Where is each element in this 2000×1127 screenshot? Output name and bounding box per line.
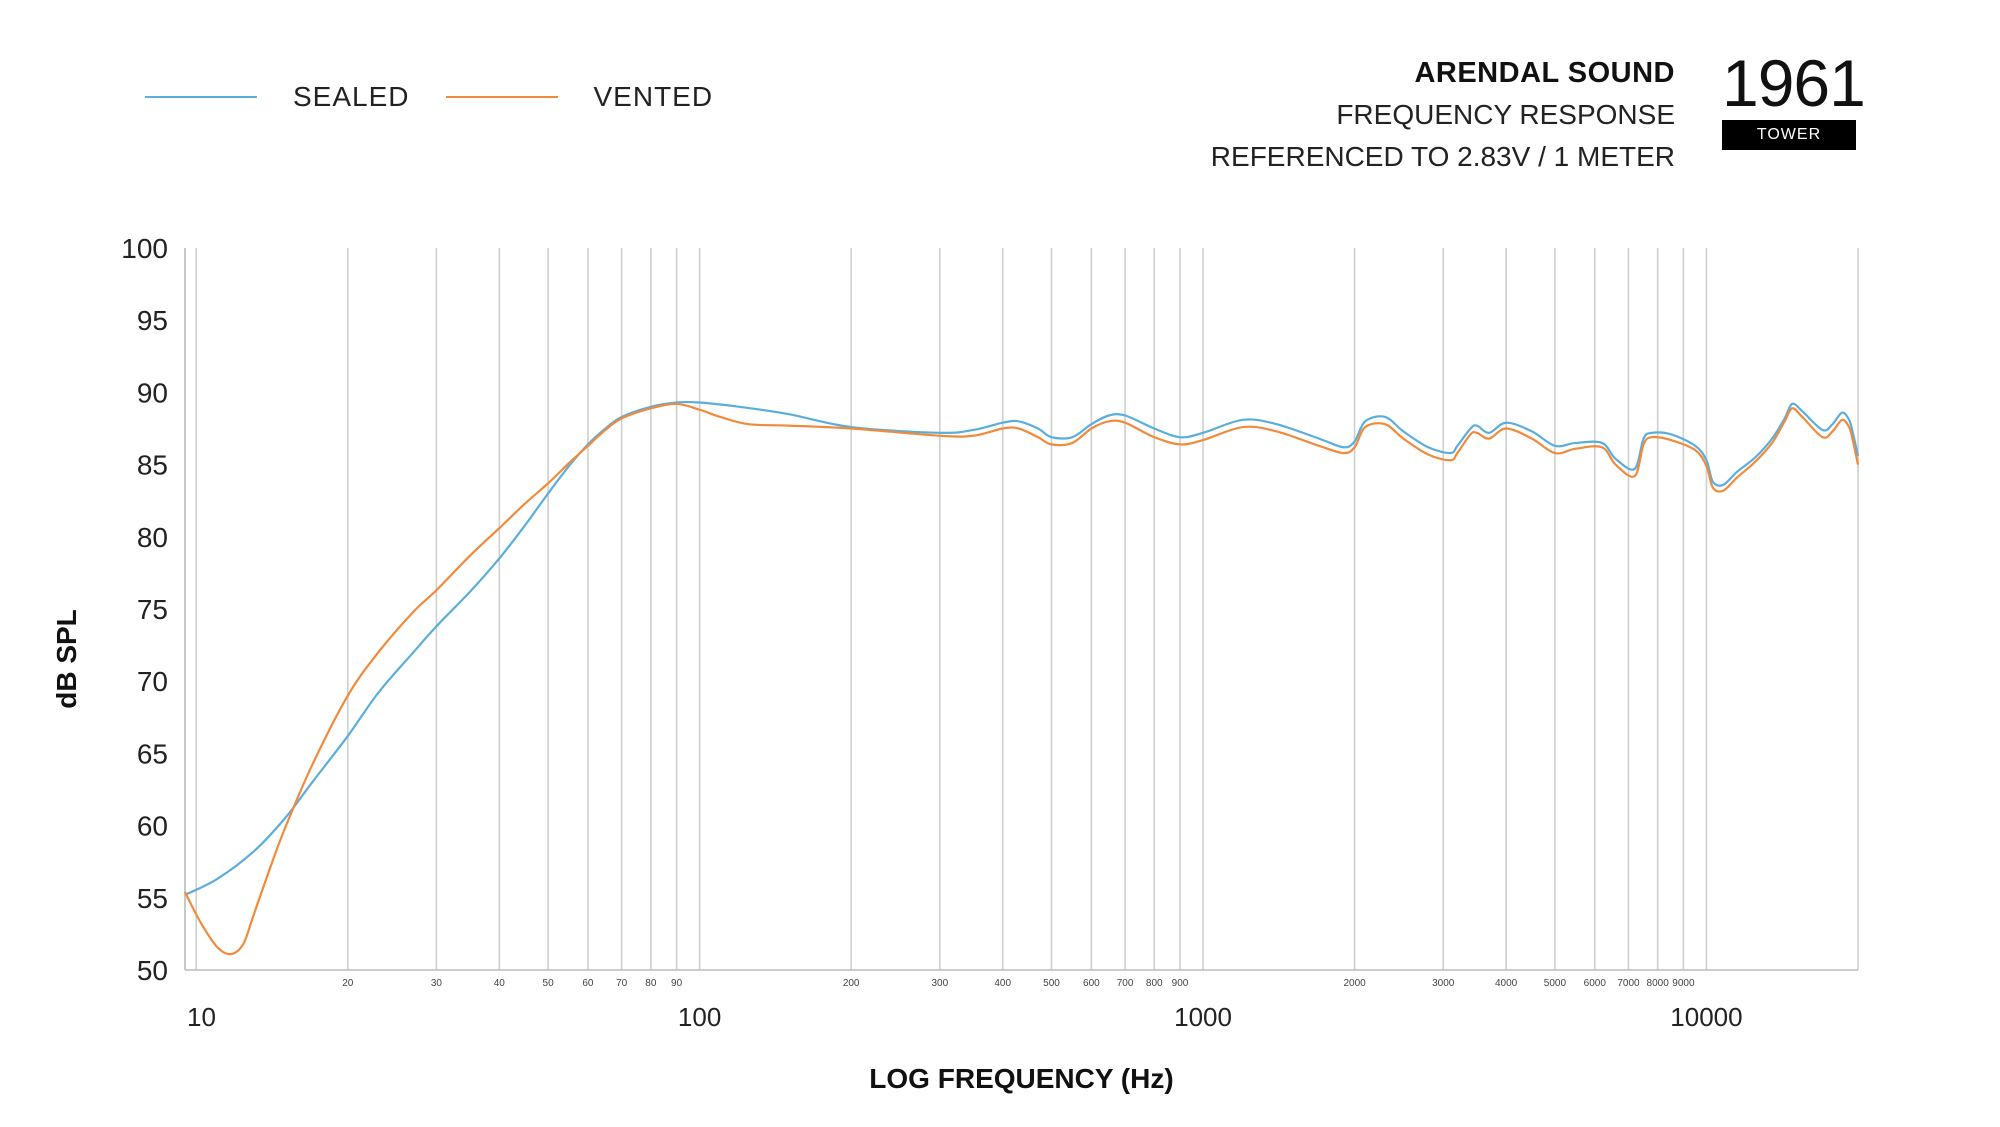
x-minor-tick-label-80: 80 xyxy=(645,978,657,989)
legend-label-vented: VENTED xyxy=(593,81,714,112)
legend-item-vented: VENTED xyxy=(445,81,714,113)
x-minor-tick-label-600: 600 xyxy=(1083,978,1100,989)
logo-tag: TOWER xyxy=(1722,120,1856,150)
brand-title: ARENDAL SOUND xyxy=(1414,57,1675,89)
x-minor-tick-label-200: 200 xyxy=(843,978,860,989)
legend: SEALED VENTED xyxy=(145,75,749,119)
x-minor-tick-label-700: 700 xyxy=(1117,978,1134,989)
x-minor-tick-label-3000: 3000 xyxy=(1432,978,1455,989)
legend-swatch-vented xyxy=(445,96,558,98)
x-minor-tick-label-70: 70 xyxy=(616,978,628,989)
y-tick-label-75: 75 xyxy=(137,594,168,625)
chart-header: ARENDAL SOUND FREQUENCY RESPONSE REFEREN… xyxy=(1211,52,1675,178)
y-tick-label-90: 90 xyxy=(137,377,168,408)
legend-item-sealed: SEALED xyxy=(145,81,410,113)
y-axis-title: dB SPL xyxy=(51,609,82,709)
x-minor-tick-label-4000: 4000 xyxy=(1495,978,1518,989)
x-minor-tick-label-9000: 9000 xyxy=(1672,978,1695,989)
y-tick-label-70: 70 xyxy=(137,666,168,697)
y-tick-label-65: 65 xyxy=(137,738,168,769)
x-minor-tick-label-5000: 5000 xyxy=(1544,978,1567,989)
x-minor-tick-label-60: 60 xyxy=(582,978,594,989)
product-logo: 1961 TOWER xyxy=(1722,46,1866,150)
y-tick-label-60: 60 xyxy=(137,811,168,842)
series-line-vented xyxy=(184,402,1860,956)
x-minor-tick-label-7000: 7000 xyxy=(1617,978,1640,989)
x-major-tick-label-1000: 1000 xyxy=(1174,1002,1232,1032)
x-major-tick-label-100: 100 xyxy=(678,1002,721,1032)
y-tick-label-85: 85 xyxy=(137,450,168,481)
x-major-tick-label-10: 10 xyxy=(187,1002,216,1032)
x-axis-title: LOG FREQUENCY (Hz) xyxy=(869,1063,1173,1094)
x-minor-tick-label-500: 500 xyxy=(1043,978,1060,989)
x-minor-tick-label-20: 20 xyxy=(342,978,354,989)
x-minor-tick-label-800: 800 xyxy=(1146,978,1163,989)
legend-swatch-sealed xyxy=(145,96,257,98)
subtitle-line-2: REFERENCED TO 2.83V / 1 METER xyxy=(1210,141,1675,172)
y-tick-label-100: 100 xyxy=(121,233,168,264)
legend-label-sealed: SEALED xyxy=(293,81,410,112)
x-major-tick-label-10000: 10000 xyxy=(1670,1002,1742,1032)
x-minor-tick-label-900: 900 xyxy=(1172,978,1189,989)
x-minor-tick-label-50: 50 xyxy=(543,978,555,989)
x-minor-tick-label-300: 300 xyxy=(931,978,948,989)
x-minor-tick-label-40: 40 xyxy=(494,978,506,989)
y-tick-label-95: 95 xyxy=(137,305,168,336)
x-minor-tick-label-8000: 8000 xyxy=(1647,978,1670,989)
x-minor-tick-label-2000: 2000 xyxy=(1343,978,1366,989)
x-minor-tick-label-6000: 6000 xyxy=(1584,978,1607,989)
x-minor-tick-label-30: 30 xyxy=(431,978,443,989)
x-minor-tick-label-400: 400 xyxy=(994,978,1011,989)
y-tick-label-55: 55 xyxy=(137,883,168,914)
y-tick-label-80: 80 xyxy=(137,522,168,553)
y-tick-label-50: 50 xyxy=(137,955,168,986)
x-minor-tick-label-90: 90 xyxy=(671,978,683,989)
subtitle-line-1: FREQUENCY RESPONSE xyxy=(1336,99,1675,130)
logo-number: 1961 xyxy=(1722,46,1866,120)
series-line-sealed xyxy=(184,400,1860,896)
